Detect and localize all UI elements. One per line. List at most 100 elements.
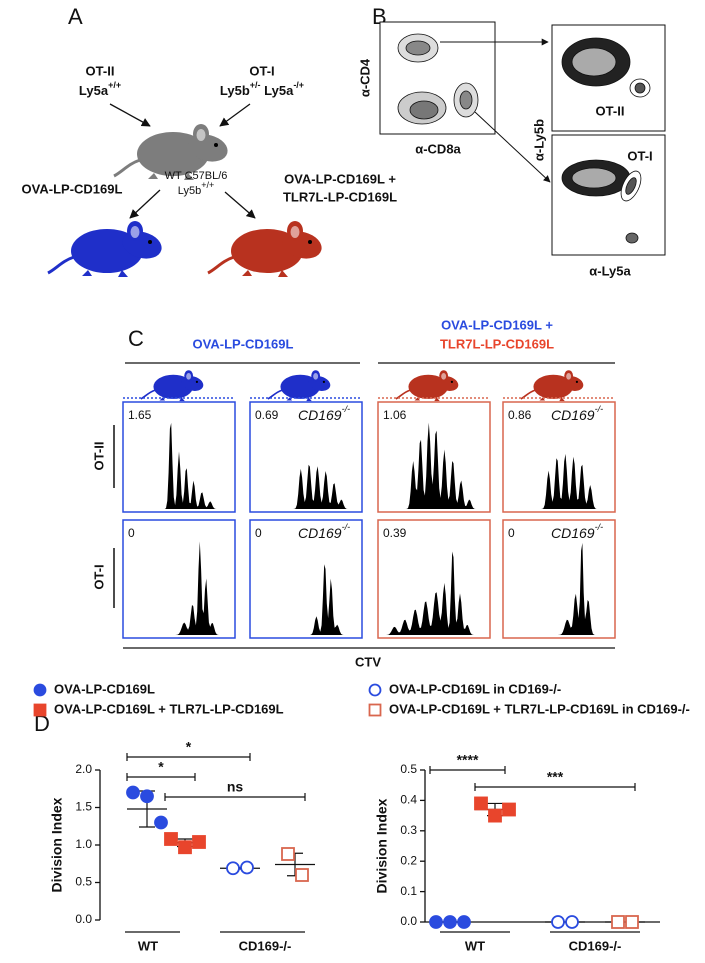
y-tick-label: 0.1	[400, 884, 417, 898]
significance-label: *	[158, 759, 164, 775]
mouse-icon	[139, 369, 206, 402]
point	[429, 915, 443, 929]
knockout-gene: CD169	[551, 525, 595, 541]
donor-allele: Ly5a+/+	[79, 80, 121, 98]
legend-label: OVA-LP-CD169L + TLR7L-LP-CD169L	[54, 701, 284, 716]
treatment: OVA-LP-CD169L +	[284, 171, 396, 186]
row-label: OT-I	[91, 564, 106, 589]
significance-label: ****	[457, 752, 479, 768]
significance-bracket	[126, 753, 251, 761]
histogram	[127, 422, 231, 509]
knockout-label: CD169-/-	[551, 522, 603, 540]
legend-marker	[368, 683, 382, 697]
x-tick-label: WT	[138, 938, 158, 953]
histogram-frame	[122, 519, 236, 639]
mouse-icon	[266, 369, 333, 402]
axis-label: α-CD8a	[415, 141, 461, 156]
arrow	[474, 111, 551, 183]
point	[226, 861, 240, 876]
legend-marker	[33, 683, 47, 697]
point	[140, 789, 154, 804]
legend-marker	[33, 703, 47, 717]
division-index: 0	[255, 526, 262, 540]
significance-label: ns	[227, 779, 244, 795]
y-tick-label: 2.0	[75, 762, 92, 776]
point	[565, 915, 579, 929]
knockout-label: CD169-/-	[551, 404, 603, 422]
panel-label: D	[34, 711, 50, 736]
y-tick-label: 0.5	[400, 762, 417, 776]
division-index: 0.86	[508, 408, 532, 422]
division-index: 0	[508, 526, 515, 540]
histogram	[382, 551, 486, 635]
histogram	[254, 564, 358, 635]
mouse-icon	[519, 369, 586, 402]
recipient-allele: Ly5b+/+	[178, 180, 214, 197]
flow-population	[561, 37, 651, 244]
point	[488, 808, 502, 823]
knockout-sup: -/-	[342, 522, 351, 532]
y-tick-label: 0.3	[400, 823, 417, 837]
point	[625, 915, 639, 929]
panel-c: C OVA-LP-CD169L OVA-LP-CD169L + TLR7L-LP…	[91, 317, 616, 669]
mouse-icon	[46, 219, 167, 279]
y-tick-label: 0.2	[400, 853, 417, 867]
division-index: 1.06	[383, 408, 407, 422]
y-tick-label: 0.5	[75, 875, 92, 889]
legend-label: OVA-LP-CD169L	[54, 681, 155, 696]
flow-population	[397, 33, 479, 125]
point	[457, 915, 471, 929]
treatment: TLR7L-LP-CD169L	[283, 189, 397, 204]
axis-label: α-Ly5a	[589, 263, 631, 278]
division-index: 0	[128, 526, 135, 540]
y-axis-label: Division Index	[374, 798, 390, 893]
histogram	[382, 422, 486, 509]
histogram-frame	[502, 519, 616, 639]
gate-label: OT-II	[596, 103, 625, 118]
point	[126, 785, 140, 800]
mouse-icon	[206, 219, 327, 279]
y-tick-label: 1.0	[75, 837, 92, 851]
significance-bracket	[474, 783, 636, 791]
significance-bracket	[429, 766, 506, 774]
arrow	[129, 189, 161, 219]
histogram	[127, 541, 231, 635]
x-tick-label: CD169-/-	[569, 938, 622, 953]
group-title: OVA-LP-CD169L +	[441, 317, 553, 332]
group-title: OVA-LP-CD169L	[193, 336, 294, 351]
division-index: 0.69	[255, 408, 279, 422]
legend-label: OVA-LP-CD169L + TLR7L-LP-CD169L in CD169…	[389, 701, 690, 716]
group-title: TLR7L-LP-CD169L	[440, 336, 554, 351]
axis-label: α-CD4	[357, 58, 372, 97]
significance-bracket	[164, 793, 306, 801]
donor-name: OT-I	[249, 63, 274, 78]
legend-label: OVA-LP-CD169L in CD169-/-	[389, 681, 561, 696]
knockout-gene: CD169	[298, 407, 342, 423]
mouse-icon	[394, 369, 461, 402]
legend-marker	[368, 703, 382, 717]
treatment: OVA-LP-CD169L	[22, 181, 123, 196]
x-tick-label: WT	[465, 938, 485, 953]
point	[192, 835, 206, 849]
knockout-label: CD169-/-	[298, 404, 350, 422]
x-tick-label: CD169-/-	[239, 938, 292, 953]
arrow	[109, 103, 151, 127]
point	[551, 915, 565, 929]
point	[178, 840, 192, 855]
histogram-frame	[249, 519, 363, 639]
histogram	[254, 464, 358, 509]
point	[443, 915, 457, 929]
histogram-frame	[249, 401, 363, 513]
y-tick-label: 1.5	[75, 800, 92, 814]
scatter-chart: 0.0 0.1 0.2 0.3 0.4 0.5 Division Index WT CD169-…	[374, 752, 660, 953]
point	[164, 832, 178, 846]
panel-d: D OVA-LP-CD169L OVA-LP-CD169L + TLR7L-LP-…	[33, 681, 690, 953]
knockout-sup: -/-	[342, 404, 351, 414]
panel-a: A OT-II Ly5a+/+ OT-I Ly5b+/- Ly5a-/+ WT …	[22, 4, 397, 279]
knockout-sup: -/-	[595, 522, 604, 532]
knockout-gene: CD169	[298, 525, 342, 541]
row-label: OT-II	[91, 442, 106, 471]
point	[281, 847, 295, 861]
gate-label: OT-I	[627, 148, 652, 163]
